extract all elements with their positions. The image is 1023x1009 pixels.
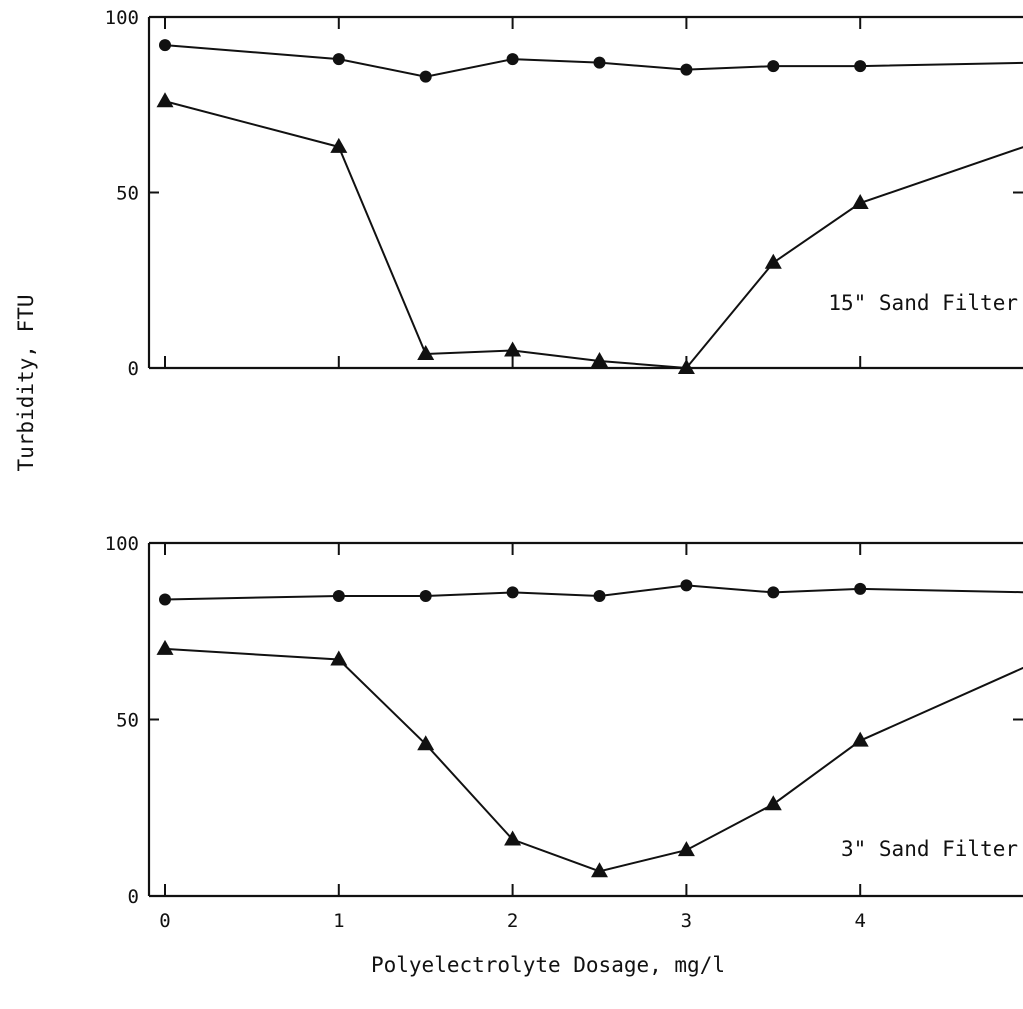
data-point-triangle (764, 795, 782, 811)
data-point-circle (419, 589, 432, 602)
data-point-circle (159, 39, 171, 52)
data-point-triangle (504, 341, 522, 357)
data-point-triangle (591, 351, 608, 367)
data-point-circle (854, 60, 867, 73)
data-point-triangle (156, 639, 174, 655)
data-point-circle (159, 593, 171, 606)
data-point-triangle (330, 650, 348, 666)
data-point-triangle (417, 735, 435, 751)
data-point-triangle (417, 344, 435, 360)
data-point-triangle (156, 92, 174, 108)
data-point-circle (767, 586, 780, 599)
y-tick-label: 0 (128, 886, 139, 908)
x-tick-label: 2 (507, 910, 518, 932)
data-point-circle (506, 53, 519, 66)
bottom-panel-3in-filter: 0123450501003" Sand Filter (105, 533, 1023, 932)
data-point-circle (332, 589, 345, 602)
data-point-triangle (504, 830, 522, 846)
y-tick-label: 50 (116, 183, 139, 205)
panel-annotation: 15" Sand Filter (828, 291, 1018, 315)
data-point-triangle (591, 862, 608, 878)
data-point-triangle (851, 194, 869, 210)
data-point-circle (593, 56, 606, 69)
data-point-triangle (851, 731, 869, 747)
data-point-triangle (677, 359, 695, 374)
data-point-circle (419, 70, 432, 83)
x-tick-label: 1 (333, 910, 344, 932)
data-point-circle (680, 63, 693, 76)
data-point-triangle (330, 137, 348, 153)
y-tick-label: 50 (116, 710, 139, 732)
data-point-circle (680, 579, 693, 592)
x-tick-label: 3 (681, 910, 692, 932)
top-panel-15in-filter: 0 50 100 15" Sand Filter (105, 7, 1023, 380)
data-point-circle (332, 53, 345, 66)
y-tick-label: 100 (105, 533, 139, 555)
x-tick-label: 4 (854, 910, 865, 932)
y-axis-title: Turbidity, FTU (14, 294, 38, 471)
data-point-circle (593, 589, 606, 602)
series-line-triangle (164, 100, 1023, 370)
data-point-circle (767, 60, 780, 73)
panel-annotation: 3" Sand Filter (841, 837, 1018, 861)
x-tick-label: 0 (159, 910, 170, 932)
data-point-triangle (677, 841, 695, 857)
y-tick-label: 0 (128, 358, 139, 380)
y-tick-label: 100 (105, 7, 139, 29)
data-point-circle (506, 586, 519, 599)
data-point-triangle (764, 253, 782, 269)
x-axis-title: Polyelectrolyte Dosage, mg/l (371, 953, 725, 977)
data-point-circle (854, 582, 867, 595)
